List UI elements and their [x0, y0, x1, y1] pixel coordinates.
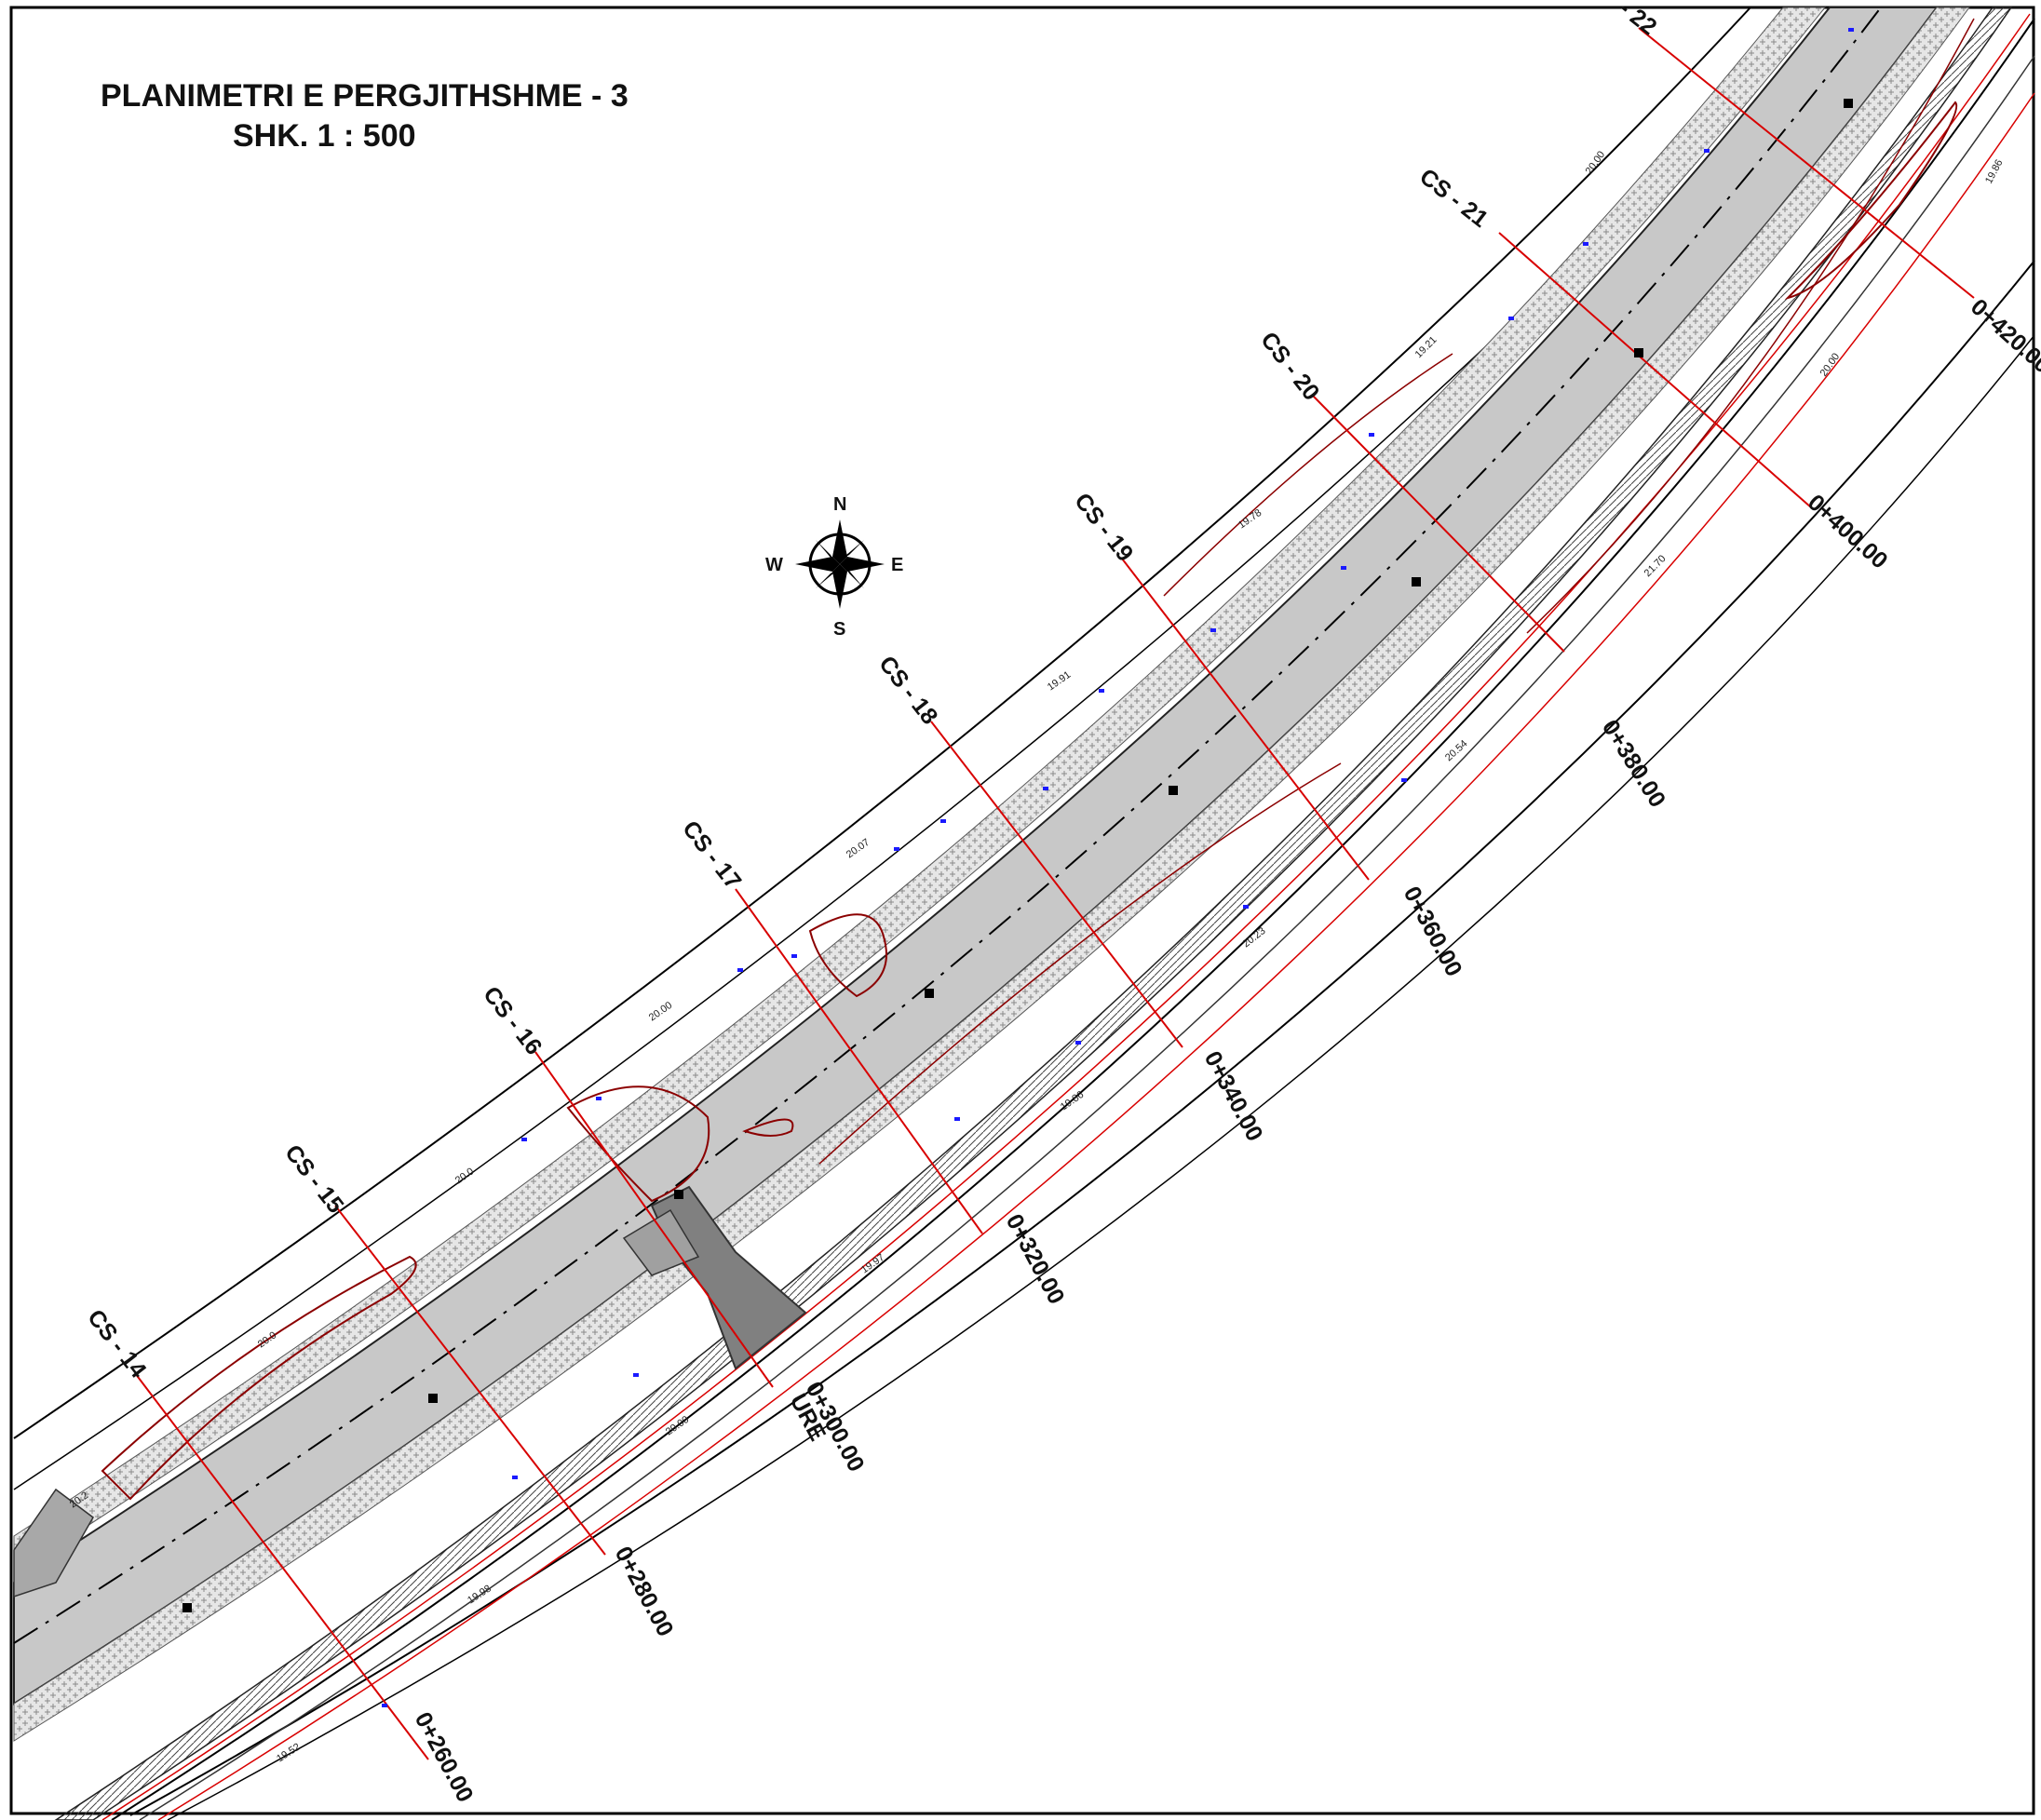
section-line-16 — [534, 1051, 774, 1388]
rail-red-1 — [101, 13, 2031, 1820]
dim-s-5: 20.23 — [1240, 925, 1267, 950]
section-lines — [134, 27, 1975, 1760]
chainage-280: 0+280.00 — [610, 1543, 679, 1641]
contour-7 — [1784, 101, 1958, 300]
section-line-19 — [1121, 558, 1370, 881]
cs-label-18: CS - 18 — [873, 651, 942, 729]
chainage-340: 0+340.00 — [1199, 1047, 1268, 1146]
dim-s-3: 19.97 — [859, 1252, 886, 1276]
chainage-380: 0+380.00 — [1597, 715, 1670, 812]
compass-s: S — [833, 619, 845, 640]
dim-n-1: 20.0 — [256, 1329, 278, 1350]
rail-line-1 — [111, 18, 2035, 1820]
dim-s-6: 20.54 — [1443, 738, 1469, 763]
cs-label-16: CS - 16 — [478, 981, 547, 1059]
chainage-420: 0+420.00 — [1966, 294, 2041, 379]
cs-label-20: CS - 20 — [1255, 327, 1324, 405]
dim-s-4: 19.86 — [1059, 1089, 1086, 1113]
boundary-north — [13, 7, 1751, 1439]
section-labels: CS - 14 CS - 15 CS - 16 CS - 17 CS - 18 … — [82, 0, 1661, 1383]
compass-n: N — [833, 494, 846, 515]
chainage-400: 0+400.00 — [1803, 490, 1893, 574]
cs-label-22: - 22 — [1614, 0, 1661, 40]
compass-e: E — [891, 555, 903, 575]
section-line-20 — [1312, 395, 1565, 653]
drawing-frame — [9, 6, 2035, 1815]
boundary-south-inner — [167, 334, 2035, 1820]
boundary-north-inner — [13, 7, 1826, 1490]
dim-n-2: 20.0 — [453, 1166, 476, 1186]
dim-n-5: 19.91 — [1046, 669, 1073, 694]
dimension-labels-north: 20.2 20.0 20.0 20.00 20.07 19.91 19.78 1… — [68, 149, 1607, 1510]
chainage-labels: 0+260.00 0+280.00 0+300.00 0+320.00 0+34… — [410, 294, 2041, 1807]
sidewalk-south — [13, 7, 1970, 1742]
rail-line-2 — [139, 55, 2035, 1820]
section-line-21 — [1498, 232, 1812, 508]
sidewalk-north — [13, 7, 1827, 1574]
contour-5 — [818, 762, 1342, 1165]
section-line-22 — [1638, 27, 1975, 299]
section-line-18 — [930, 721, 1183, 1048]
survey-markers — [382, 28, 1854, 1707]
dim-n-4: 20.07 — [845, 837, 872, 861]
contour-4 — [742, 1118, 794, 1137]
plan-scale: SHK. 1 : 500 — [233, 118, 416, 154]
section-line-17 — [735, 888, 983, 1234]
section-line-14 — [134, 1372, 429, 1760]
dim-n-8: 20.00 — [1584, 149, 1608, 176]
road-centerline — [13, 7, 1882, 1644]
rail-red-2 — [157, 92, 2035, 1820]
cs-label-14: CS - 14 — [82, 1304, 151, 1382]
dim-n-7: 19.21 — [1413, 334, 1440, 360]
contour-8 — [1163, 353, 1453, 597]
dim-s-2: 20.00 — [664, 1414, 691, 1438]
contour-1 — [101, 1255, 417, 1501]
cs-label-15: CS - 15 — [279, 1139, 348, 1218]
chainage-260: 0+260.00 — [410, 1708, 479, 1807]
boundary-south — [129, 260, 2035, 1816]
compass-rose: N S E W — [765, 494, 903, 640]
cs-label-17: CS - 17 — [677, 816, 746, 894]
left-structure — [13, 1488, 94, 1598]
contour-6 — [1526, 18, 1975, 634]
station-markers — [182, 99, 1853, 1612]
cs-label-19: CS - 19 — [1069, 488, 1138, 566]
dim-n-3: 20.00 — [647, 1000, 674, 1024]
plan-title: PLANIMETRI E PERGJITHSHME - 3 — [101, 78, 629, 114]
contour-3 — [808, 913, 887, 998]
dim-s-8: 20.00 — [1818, 351, 1843, 378]
chainage-360: 0+360.00 — [1399, 883, 1467, 981]
section-line-15 — [334, 1205, 606, 1556]
rail-band — [54, 7, 2013, 1820]
compass-w: W — [765, 555, 783, 575]
dim-n-6: 19.78 — [1237, 507, 1264, 532]
cs-label-21: CS - 21 — [1414, 164, 1493, 233]
